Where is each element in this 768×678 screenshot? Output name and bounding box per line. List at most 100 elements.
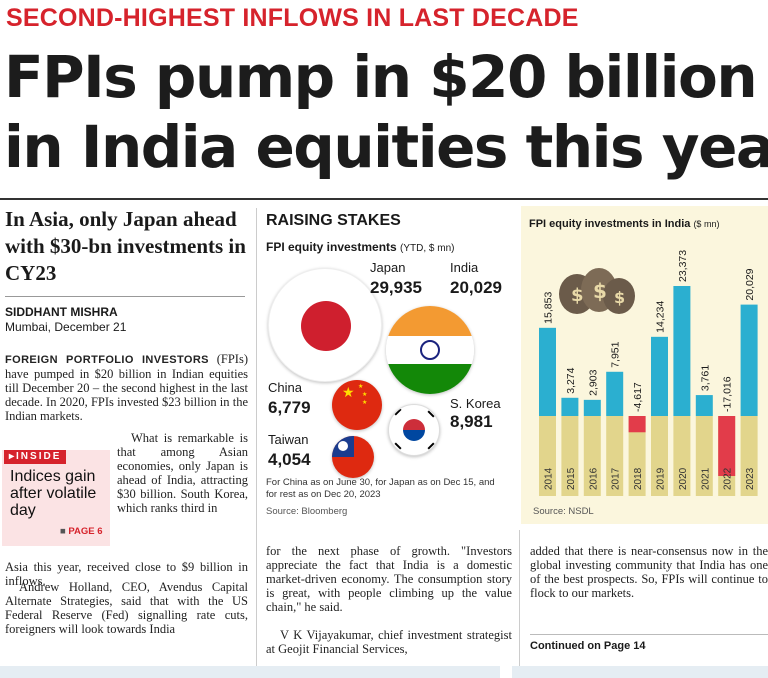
bar-label-2014: 15,853 [543,292,555,324]
bar-label-2015: 3,274 [565,367,577,393]
inside-page: PAGE 6 [68,526,103,537]
graphic-section-title: RAISING STAKES [266,212,401,229]
dateline: Mumbai, December 21 [5,320,127,334]
paragraph-6: added that there is near-consensus now i… [530,544,768,600]
year-label-2015: 2015 [566,467,577,490]
paragraph-4: for the next phase of growth. "Investors… [266,544,512,614]
kicker: SECOND-HIGHEST INFLOWS IN LAST DECADE [6,4,579,32]
taiwan-flag-icon [332,436,374,478]
bar-label-2018: -4,617 [632,382,644,412]
south-korea-flag-icon [388,404,440,456]
bar-label-2022: -17,016 [722,376,734,412]
year-band-2018 [628,416,646,496]
top-rule [0,198,768,200]
year-band-2015 [561,416,579,496]
bar-2016 [583,399,601,416]
graphic-note: For China as on June 30, for Japan as on… [266,477,495,500]
inside-tag: ▸INSIDE [4,450,67,464]
bar-2015 [561,397,579,416]
bar-2014 [539,327,556,416]
paragraph-2: What is remarkable is that among Asian e… [117,431,248,515]
bar-2017 [606,371,624,416]
country-label-china: China [268,380,302,395]
chart-source: Source: NSDL [533,506,594,517]
country-value-india: 20,029 [450,278,502,297]
inside-text: Indices gain after volatile day [10,468,97,519]
paragraph-2-cont: Asia this year, received close to $9 bil… [5,560,248,588]
country-label-south-korea: S. Korea [450,396,501,411]
year-band-2023 [740,416,758,496]
bar-2020 [673,286,691,416]
bar-label-2016: 2,903 [587,369,599,395]
bar-2019 [651,336,668,416]
bar-label-2017: 7,951 [610,341,622,367]
square-icon: ■ [60,526,66,537]
year-label-2016: 2016 [588,467,599,490]
year-label-2017: 2017 [611,467,622,490]
bar-label-2020: 23,373 [677,250,689,282]
graphic-title-main: FPI equity investments [266,240,397,254]
chart-title-unit: ($ mn) [693,219,720,229]
country-label-india: India [450,260,479,275]
bar-2021 [695,395,713,416]
year-label-2023: 2023 [745,467,756,490]
headline-line-1: FPIs pump in $20 billion [4,43,758,111]
byline: SIDDHANT MISHRA [5,305,118,319]
bottom-bar-right [512,666,768,678]
svg-text:$: $ [571,285,584,306]
year-label-2021: 2021 [700,467,711,490]
bar-chart: $ $ $ 15,853 2014 3,274 2015 2,903 2016 7,951 2… [539,250,758,496]
paragraph-5: V K Vijayakumar, chief investment strate… [266,628,512,656]
country-value-south-korea: 8,981 [450,412,493,431]
headline-line-2: in India equities this year [4,113,768,181]
lead-caps: FOREIGN PORTFOLIO INVESTORS [5,354,209,366]
subhead-rule [5,296,245,297]
bar-2022 [718,416,736,476]
money-bags-icon: $ $ $ [559,268,635,314]
year-label-2014: 2014 [544,467,555,490]
graphic-title-sub: (YTD, $ mn) [400,243,455,254]
inside-tag-label: INSIDE [16,451,62,462]
bar-2018 [628,416,646,433]
country-value-china: 6,779 [268,398,311,417]
year-label-2018: 2018 [633,467,644,490]
inside-page-ref: ■ PAGE 6 [60,526,103,537]
japan-flag-icon [268,268,382,382]
graphic-source: Source: Bloomberg [266,506,348,517]
year-label-2019: 2019 [656,467,667,490]
column-divider-1 [256,208,257,668]
year-band-2021 [695,416,713,496]
graphic-title: FPI equity investments (YTD, $ mn) [266,240,455,254]
year-band-2014 [539,416,556,496]
year-band-2020 [673,416,691,496]
chart-panel: FPI equity investments in India ($ mn) $… [521,206,768,524]
bottom-bar-left [0,666,500,678]
play-icon: ▸ [9,451,17,462]
year-band-2019 [651,416,668,496]
column-divider-2 [519,530,520,668]
country-label-japan: Japan [370,260,406,275]
bar-label-2021: 3,761 [699,365,711,391]
india-flag-icon [386,306,474,394]
chart-title-main: FPI equity investments in India [529,218,691,230]
continued-link[interactable]: Continued on Page 14 [530,640,646,652]
country-label-taiwan: Taiwan [268,432,309,447]
paragraph-3: Andrew Holland, CEO, Avendus Capital Alt… [5,580,248,636]
inside-box[interactable]: ▸INSIDE Indices gain after volatile day … [2,450,110,546]
lead-rest: (FPIs) have pumped in $20 billion in Ind… [5,352,248,423]
lead-paragraph: FOREIGN PORTFOLIO INVESTORS (FPIs) have … [5,352,248,423]
bar-2023 [740,304,758,416]
headline: FPIs pump in $20 billion in India equiti… [4,42,768,182]
svg-text:$: $ [614,288,625,307]
year-band-2016 [583,416,601,496]
china-flag-icon: ★ ★ ★ ★ [332,380,382,430]
country-value-japan: 29,935 [370,278,422,297]
year-label-2020: 2020 [678,467,689,490]
bar-label-2023: 20,029 [744,268,756,300]
chart-title: FPI equity investments in India ($ mn) [529,218,719,230]
continued-rule [530,634,768,635]
svg-text:$: $ [593,279,607,303]
year-label-2022: 2022 [723,467,734,490]
subhead: In Asia, only Japan ahead with $30-bn in… [5,207,246,285]
country-value-taiwan: 4,054 [268,450,311,469]
